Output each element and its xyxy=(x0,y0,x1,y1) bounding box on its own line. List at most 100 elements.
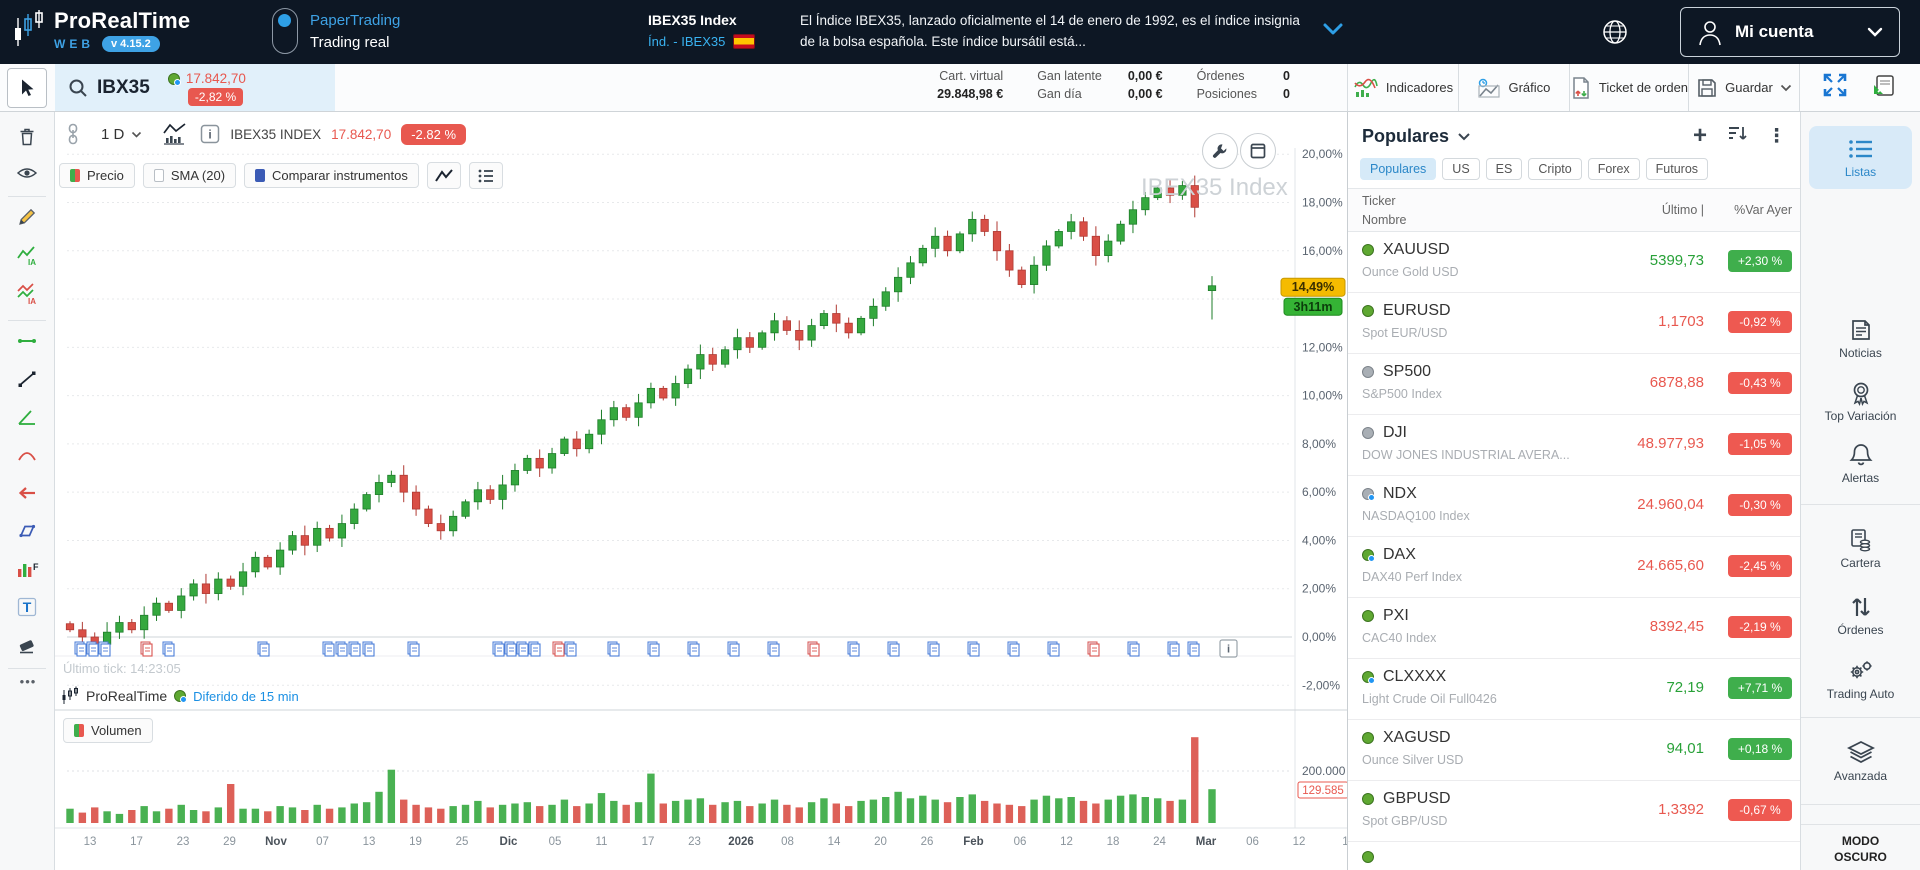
volume-chip[interactable]: Volumen xyxy=(63,718,153,743)
add-list-icon[interactable]: + xyxy=(1692,122,1707,149)
trendline-tool-icon[interactable] xyxy=(16,368,40,392)
draw-pencil-tool-icon[interactable] xyxy=(16,206,40,230)
prorealtime-footer-icon xyxy=(62,686,78,704)
sidebar-item-layers[interactable]: Avanzada xyxy=(1809,740,1912,783)
instrument-search[interactable]: IBX35 17.842,70 -2,82 % xyxy=(55,64,335,111)
dark-mode-control[interactable]: MODO OSCURO xyxy=(1809,834,1912,870)
indicator-ia-tool-icon[interactable]: IA xyxy=(16,244,40,268)
account-mode-toggle[interactable]: PaperTrading Trading real xyxy=(272,8,400,54)
instrument-status-dot xyxy=(1362,244,1374,256)
delete-tool-icon[interactable] xyxy=(16,126,40,150)
col-ticker[interactable]: Ticker xyxy=(1362,194,1396,208)
indicator-ia-multi-tool-icon[interactable]: IA xyxy=(16,282,40,306)
cursor-tool-button[interactable] xyxy=(7,68,47,108)
search-input[interactable]: IBX35 xyxy=(97,76,150,98)
fullscreen-icon[interactable] xyxy=(1822,72,1848,103)
chart-settings-button[interactable] xyxy=(1202,133,1238,169)
instrument-status-dot xyxy=(1362,366,1374,378)
polygon-tool-icon[interactable] xyxy=(16,520,40,544)
watchlist-row-sp500[interactable]: SP500 S&P500 Index 6878,88 -0,43 % xyxy=(1348,354,1800,415)
watchlist-tab-us[interactable]: US xyxy=(1442,158,1480,180)
delay-note-link[interactable]: Diferido de 15 min xyxy=(193,688,299,704)
timeframe-select[interactable]: 1 D xyxy=(93,122,150,147)
save-button[interactable]: Guardar xyxy=(1689,64,1800,111)
list-view-button[interactable] xyxy=(468,162,503,189)
col-name[interactable]: Nombre xyxy=(1362,213,1407,227)
watchlist-tab-cripto[interactable]: Cripto xyxy=(1528,158,1582,180)
watchlist-row-pxi[interactable]: PXI CAC40 Index 8392,45 -2,19 % xyxy=(1348,598,1800,659)
text-tool-icon[interactable]: T xyxy=(16,596,40,620)
globe-icon[interactable] xyxy=(1600,17,1630,47)
papertrading-label[interactable]: PaperTrading xyxy=(310,11,401,29)
watchlist-title-dropdown[interactable]: Populares xyxy=(1362,126,1471,147)
watchlist-tab-futuros[interactable]: Futuros xyxy=(1645,158,1709,180)
more-options-icon[interactable]: ⋮ xyxy=(1767,125,1786,147)
instrument-status-dot xyxy=(1362,488,1375,501)
sidebar-item-award[interactable]: Top Variación xyxy=(1809,380,1912,423)
sidebar-item-list[interactable]: Listas xyxy=(1809,126,1912,189)
watchlist-row-dji[interactable]: DJI DOW JONES INDUSTRIAL AVERA... 48.977,9… xyxy=(1348,415,1800,476)
my-account-button[interactable]: Mi cuenta xyxy=(1680,7,1900,57)
workspace-sync-icon[interactable] xyxy=(1870,71,1898,104)
sidebar-item-orders[interactable]: Órdenes xyxy=(1809,594,1912,637)
visibility-tool-icon[interactable] xyxy=(16,162,40,186)
chart-window-button[interactable] xyxy=(1240,133,1276,169)
watchlist-row-xagusd[interactable]: XAGUSD Ounce Silver USD 94,01 +0,18 % xyxy=(1348,720,1800,781)
curve-tool-icon[interactable] xyxy=(16,444,40,468)
price-chart-canvas[interactable]: 20,00%18,00%16,00%12,00%10,00%8,00%6,00%… xyxy=(55,112,1349,870)
watchlist-row-dax[interactable]: DAX DAX40 Perf Index 24.665,60 -2,45 % xyxy=(1348,537,1800,598)
watchlist-tab-populares[interactable]: Populares xyxy=(1360,158,1437,180)
svg-text:23: 23 xyxy=(177,836,190,848)
watchlist-tab-forex[interactable]: Forex xyxy=(1587,158,1640,180)
order-ticket-button[interactable]: Ticket de orden xyxy=(1570,64,1690,111)
segment-tool-icon[interactable] xyxy=(16,330,40,354)
svg-text:14: 14 xyxy=(828,836,841,848)
svg-text:06: 06 xyxy=(1014,836,1027,848)
watchlist-row-clxxxx[interactable]: CLXXXX Light Crude Oil Full0426 72,19 +7,71… xyxy=(1348,659,1800,720)
watchlist-panel: Populares + ⋮ Populares US ES Cripto Forex Fu… xyxy=(1347,112,1800,870)
sidebar-item-news[interactable]: Noticias xyxy=(1809,317,1912,360)
fibonacci-tool-icon[interactable]: F xyxy=(16,558,40,582)
price-series-chip[interactable]: Precio xyxy=(59,163,135,188)
chart-button[interactable]: Gráfico xyxy=(1459,64,1570,111)
orders-icon xyxy=(1809,594,1912,620)
arrow-tool-icon[interactable] xyxy=(16,482,40,506)
instrument-status-dot xyxy=(1362,671,1375,684)
tradingreal-label[interactable]: Trading real xyxy=(310,33,390,51)
watchlist-row-ndx[interactable]: NDX NASDAQ100 Index 24.960,04 -0,30 % xyxy=(1348,476,1800,537)
row-name: Spot EUR/USD xyxy=(1362,326,1448,340)
col-last[interactable]: Último | xyxy=(1661,203,1704,217)
zigzag-line-button[interactable] xyxy=(426,162,461,189)
info-icon[interactable]: i xyxy=(200,124,220,144)
svg-text:IA: IA xyxy=(28,297,36,306)
sma-series-chip[interactable]: SMA (20) xyxy=(142,163,237,188)
watchlist-row-xauusd[interactable]: XAUUSD Ounce Gold USD 5399,73 +2,30 % xyxy=(1348,232,1800,293)
svg-text:08: 08 xyxy=(781,836,794,848)
watchlist-tab-es[interactable]: ES xyxy=(1485,158,1523,180)
indicators-button[interactable]: Indicadores xyxy=(1348,64,1459,111)
sidebar-item-portfolio[interactable]: Cartera xyxy=(1809,527,1912,570)
svg-text:29: 29 xyxy=(223,836,236,848)
more-tools-icon[interactable]: ••• xyxy=(19,674,37,689)
svg-text:10,00%: 10,00% xyxy=(1302,389,1343,403)
row-last-price: 72,19 xyxy=(1666,679,1704,696)
watchlist-row-gbpusd[interactable]: GBPUSD Spot GBP/USD 1,3392 -0,67 % xyxy=(1348,781,1800,842)
channel-tool-icon[interactable] xyxy=(16,406,40,430)
col-var[interactable]: %Var Ayer xyxy=(1734,203,1792,217)
positions-count: 0 xyxy=(1283,87,1290,101)
link-chain-icon[interactable] xyxy=(63,122,83,146)
compare-instruments-chip[interactable]: Comparar instrumentos xyxy=(244,163,419,188)
sidebar-item-gears[interactable]: Trading Auto xyxy=(1809,658,1912,701)
svg-text:13: 13 xyxy=(363,836,376,848)
eraser-tool-icon[interactable] xyxy=(16,634,40,658)
sort-icon[interactable] xyxy=(1727,124,1747,148)
chart-style-icon[interactable] xyxy=(160,121,190,147)
svg-text:26: 26 xyxy=(921,836,934,848)
watchlist-row-eurusd[interactable]: EURUSD Spot EUR/USD 1,1703 -0,92 % xyxy=(1348,293,1800,354)
description-expand-chevron-icon[interactable] xyxy=(1322,22,1344,41)
watchlist-row-partial[interactable] xyxy=(1348,842,1800,870)
paper-real-toggle[interactable] xyxy=(272,8,298,54)
sidebar-item-bell[interactable]: Alertas xyxy=(1809,442,1912,485)
svg-text:200.000: 200.000 xyxy=(1302,764,1346,778)
sidebar-item-label: Avanzada xyxy=(1833,769,1888,783)
